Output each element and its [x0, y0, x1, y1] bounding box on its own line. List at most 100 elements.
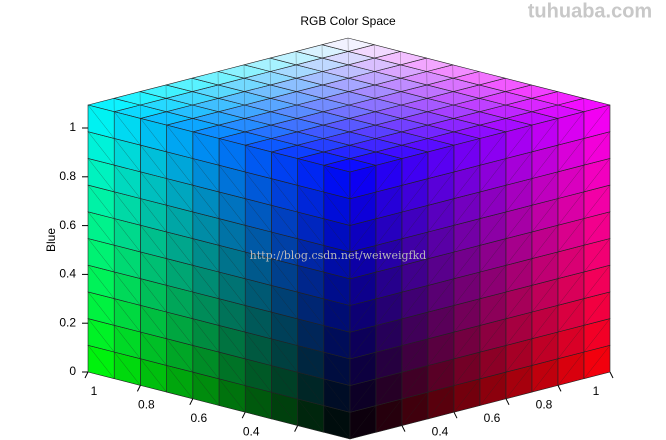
cell-diagonal [166, 365, 193, 399]
cell-diagonal [531, 331, 559, 366]
cell-diagonal [323, 271, 351, 306]
cell-diagonal [531, 225, 559, 259]
cell-diagonal [297, 211, 324, 246]
cell-diagonal [297, 398, 324, 433]
cell-diagonal [349, 245, 377, 279]
cell-diagonal [297, 158, 324, 193]
cell-diagonal [323, 298, 351, 333]
cell-diagonal [166, 231, 193, 266]
z-axis-label: Blue [44, 228, 58, 252]
cell-diagonal [375, 372, 403, 406]
cell-diagonal [349, 405, 377, 440]
cell-diagonal [297, 345, 324, 380]
cell-diagonal [245, 305, 272, 339]
cell-diagonal [479, 238, 507, 273]
cell-diagonal [531, 144, 559, 179]
cell-diagonal [218, 298, 246, 333]
cell-diagonal [166, 124, 193, 159]
cell-diagonal [583, 131, 611, 166]
cell-diagonal [557, 138, 585, 172]
z-tick-label: 0.4 [59, 267, 76, 281]
cell-diagonal [583, 158, 611, 192]
x-tick [609, 371, 614, 379]
cell-diagonal [245, 225, 272, 259]
z-tick-label: 0.2 [59, 315, 76, 329]
cell-diagonal [114, 298, 141, 333]
cell-diagonal [218, 218, 246, 253]
cell-diagonal [531, 198, 559, 233]
cell-diagonal [531, 171, 559, 206]
cell-diagonal [218, 378, 246, 413]
cell-diagonal [323, 405, 351, 440]
cell-diagonal [245, 385, 272, 420]
cell-diagonal [557, 245, 585, 279]
cell-diagonal [218, 245, 246, 279]
cell-diagonal [531, 251, 559, 286]
cell-diagonal [297, 372, 324, 406]
cell-diagonal [375, 318, 403, 353]
cell-diagonal [557, 111, 585, 146]
cell-diagonal [140, 118, 167, 152]
cell-diagonal [245, 278, 272, 313]
x-tick-label: 0.6 [484, 411, 501, 425]
cell-diagonal [427, 331, 455, 366]
x-tick-label: 0.4 [432, 424, 449, 438]
cell-diagonal [192, 158, 220, 193]
z-tick-label: 0 [69, 364, 76, 378]
cell-diagonal [245, 198, 272, 233]
cell-diagonal [479, 265, 507, 299]
cell-diagonal [114, 191, 141, 226]
cell-diagonal [140, 144, 167, 179]
cell-diagonal [87, 345, 115, 379]
cell-diagonal [192, 318, 220, 353]
x-tick [401, 425, 406, 432]
chart-title: RGB Color Space [300, 14, 396, 28]
cell-diagonal [349, 191, 377, 226]
cell-diagonal [87, 184, 115, 219]
cell-diagonal [271, 151, 298, 186]
cell-diagonal [375, 291, 403, 326]
cell-diagonal [349, 298, 377, 333]
cell-diagonal [323, 245, 351, 279]
cell-diagonal [583, 345, 611, 379]
cell-diagonal [479, 318, 507, 353]
cell-diagonal [323, 352, 351, 386]
cell-diagonal [479, 131, 507, 166]
cell-diagonal [401, 338, 429, 373]
cell-diagonal [453, 191, 481, 226]
cell-diagonal [479, 158, 507, 193]
cell-diagonal [140, 305, 167, 339]
y-tick [136, 385, 141, 392]
cell-diagonal [323, 325, 351, 360]
cell-diagonal [87, 131, 115, 166]
cell-diagonal [87, 104, 115, 139]
z-tick-label: 0.6 [59, 218, 76, 232]
cell-diagonal [323, 378, 351, 413]
cell-diagonal [297, 318, 324, 353]
cell-diagonal [114, 245, 141, 279]
cell-diagonal [114, 164, 141, 199]
cell-diagonal [271, 178, 298, 213]
cell-diagonal [166, 178, 193, 213]
cell-diagonal [583, 265, 611, 299]
cell-diagonal [505, 151, 533, 186]
cell-diagonal [401, 151, 429, 186]
cell-diagonal [531, 358, 559, 393]
cell-diagonal [401, 365, 429, 400]
cell-diagonal [218, 351, 246, 386]
cell-diagonal [140, 251, 167, 286]
cell-diagonal [505, 285, 533, 319]
cell-diagonal [245, 145, 272, 179]
cell-diagonal [192, 238, 220, 273]
cell-diagonal [297, 238, 324, 273]
cell-diagonal [349, 271, 377, 306]
cell-diagonal [453, 325, 481, 359]
cell-diagonal [375, 398, 403, 433]
cell-diagonal [87, 158, 115, 192]
cell-diagonal [427, 305, 455, 339]
cell-diagonal [271, 365, 298, 400]
x-tick-label: 0.8 [536, 398, 553, 412]
cell-diagonal [505, 365, 533, 399]
cell-diagonal [218, 325, 246, 359]
